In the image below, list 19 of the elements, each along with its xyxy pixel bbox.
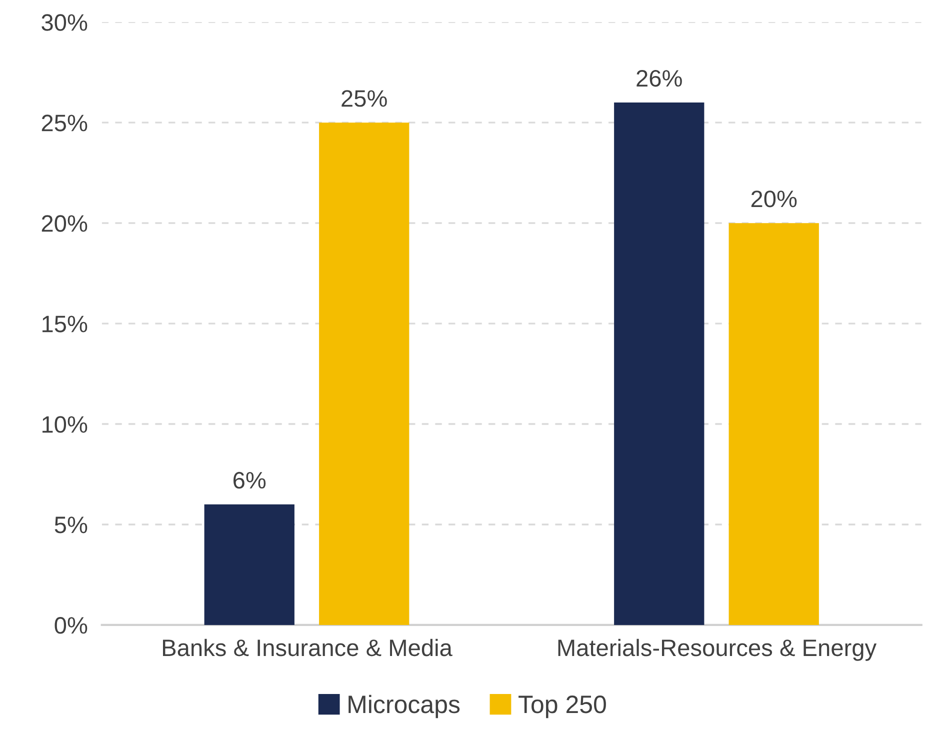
y-tick-label: 20% xyxy=(42,215,88,232)
legend-label: Microcaps xyxy=(348,694,460,718)
data-label: 6% xyxy=(234,472,266,489)
y-tick-label: 10% xyxy=(42,416,88,433)
y-tick-label: 30% xyxy=(42,14,88,31)
bar xyxy=(319,122,410,625)
x-tick-label: Materials-Resources & Energy xyxy=(558,638,877,661)
data-label: 25% xyxy=(342,90,387,107)
y-tick-label: 25% xyxy=(42,114,88,132)
bar xyxy=(728,223,819,625)
y-tick-label: 5% xyxy=(54,516,88,534)
y-tick-label: 15% xyxy=(42,316,88,332)
y-tick-label: 0% xyxy=(54,617,88,634)
bar xyxy=(614,102,704,625)
bar xyxy=(204,504,294,625)
x-tick-label: Banks & Insurance & Media xyxy=(163,638,452,656)
legend-label: Top 250 xyxy=(518,696,606,718)
data-label: 20% xyxy=(751,190,797,208)
data-label: 26% xyxy=(636,70,682,87)
